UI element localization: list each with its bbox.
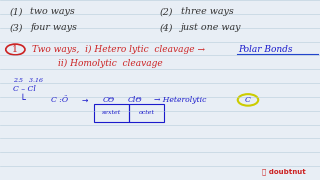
Text: ClΘ: ClΘ	[128, 96, 143, 104]
Text: three ways: three ways	[181, 7, 234, 16]
Text: (1): (1)	[10, 7, 23, 16]
Text: Two ways,  i) Hetero lytic  cleavage →: Two ways, i) Hetero lytic cleavage →	[32, 45, 205, 54]
Text: two ways: two ways	[30, 7, 75, 16]
Text: →: →	[82, 95, 88, 104]
Text: 2.5   3.16: 2.5 3.16	[13, 78, 43, 83]
Text: C :Ö: C :Ö	[51, 96, 68, 104]
Text: C: C	[245, 96, 251, 104]
Text: ⓓ doubtnut: ⓓ doubtnut	[262, 168, 306, 175]
Text: (2): (2)	[160, 7, 173, 16]
Text: → Heterolytic: → Heterolytic	[154, 96, 206, 104]
Text: CΘ: CΘ	[102, 96, 115, 104]
Text: octet: octet	[139, 110, 155, 115]
Text: 1: 1	[12, 45, 18, 54]
Text: C – Cl: C – Cl	[13, 85, 36, 93]
Text: Polar Bonds: Polar Bonds	[238, 45, 293, 54]
Text: ii) Homolytic  cleavage: ii) Homolytic cleavage	[58, 59, 162, 68]
Text: four ways: four ways	[30, 23, 77, 32]
Text: just one way: just one way	[181, 23, 241, 32]
Text: └: └	[19, 95, 25, 105]
Text: (4): (4)	[160, 23, 173, 32]
Text: sextet: sextet	[102, 110, 121, 115]
Text: (3): (3)	[10, 23, 23, 32]
